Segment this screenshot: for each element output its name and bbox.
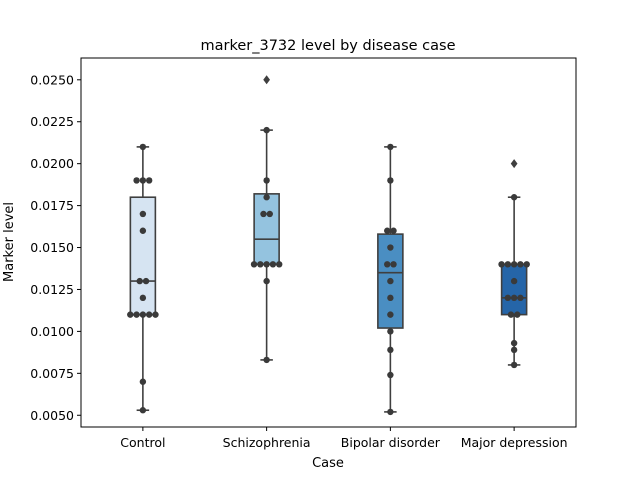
plot-area: 0.0050 0.0075 0.0100 0.0125 0.0150 0.0175 0.02… <box>30 57 577 450</box>
box-schizophrenia <box>253 75 280 361</box>
data-point <box>390 227 397 234</box>
data-point <box>276 261 283 268</box>
data-point <box>387 294 394 302</box>
data-point <box>498 261 505 268</box>
data-point <box>387 277 394 285</box>
data-point <box>507 311 515 318</box>
data-point <box>127 311 134 318</box>
outlier-point <box>510 159 518 169</box>
plot-frame <box>80 57 577 428</box>
data-point <box>145 311 153 318</box>
data-point <box>139 294 147 302</box>
data-point <box>263 356 270 364</box>
y-tick-label: 0.0175 <box>30 198 74 213</box>
data-point <box>510 261 518 268</box>
data-point <box>510 339 518 347</box>
data-point <box>514 311 521 318</box>
data-point <box>387 346 394 354</box>
x-tick-label: Major depression <box>461 435 568 450</box>
data-point <box>387 311 394 318</box>
y-axis-label: Marker level <box>2 202 17 282</box>
data-point <box>145 177 153 184</box>
x-axis-label: Case <box>312 456 344 471</box>
data-point <box>390 261 397 268</box>
y-tick-label: 0.0075 <box>30 366 74 381</box>
x-tick-label: Control <box>120 435 165 450</box>
data-point <box>510 194 518 201</box>
y-tick-label: 0.0250 <box>30 72 74 87</box>
data-point <box>387 408 394 416</box>
data-point <box>257 261 264 268</box>
data-point <box>263 177 270 184</box>
data-point <box>384 261 391 268</box>
data-point <box>387 244 394 251</box>
data-point <box>250 261 258 268</box>
data-point <box>139 407 147 414</box>
data-point <box>387 328 394 335</box>
data-point <box>387 371 394 379</box>
y-tick-label: 0.0050 <box>30 408 74 423</box>
data-point <box>510 346 518 354</box>
data-point <box>510 294 518 302</box>
box-control <box>129 146 157 412</box>
data-point <box>517 261 524 268</box>
data-point <box>517 294 524 302</box>
x-tick-label: Bipolar disorder <box>341 435 441 450</box>
data-point <box>263 126 270 134</box>
data-point <box>139 143 147 151</box>
data-point <box>142 277 150 285</box>
data-point <box>139 210 147 218</box>
box-body <box>253 193 280 266</box>
data-point <box>133 311 140 318</box>
data-point <box>263 277 270 285</box>
box-body <box>500 263 528 316</box>
data-point <box>269 261 277 268</box>
y-tick-label: 0.0100 <box>30 324 74 339</box>
data-point <box>384 227 391 234</box>
data-point <box>504 294 512 302</box>
y-tick-label: 0.0200 <box>30 156 74 171</box>
data-point <box>139 311 147 318</box>
data-point <box>266 210 273 218</box>
y-tick-label: 0.0225 <box>30 114 74 129</box>
x-tick-label: Schizophrenia <box>223 435 311 450</box>
data-point <box>263 194 270 201</box>
data-point <box>152 311 159 318</box>
data-point <box>263 261 270 268</box>
data-point <box>139 177 147 184</box>
y-tick-label: 0.0150 <box>30 240 74 255</box>
data-point <box>133 177 140 184</box>
data-point <box>387 177 394 184</box>
data-point <box>260 210 267 218</box>
data-point <box>510 361 518 369</box>
data-point <box>510 277 518 285</box>
data-point <box>139 378 147 385</box>
data-point <box>504 261 512 268</box>
chart-title: marker_3732 level by disease case <box>201 38 456 54</box>
y-tick-label: 0.0125 <box>30 282 74 297</box>
data-point <box>523 261 530 268</box>
outlier-point <box>263 75 270 85</box>
data-point <box>136 277 143 285</box>
data-point <box>139 227 147 234</box>
data-point <box>387 143 394 151</box>
